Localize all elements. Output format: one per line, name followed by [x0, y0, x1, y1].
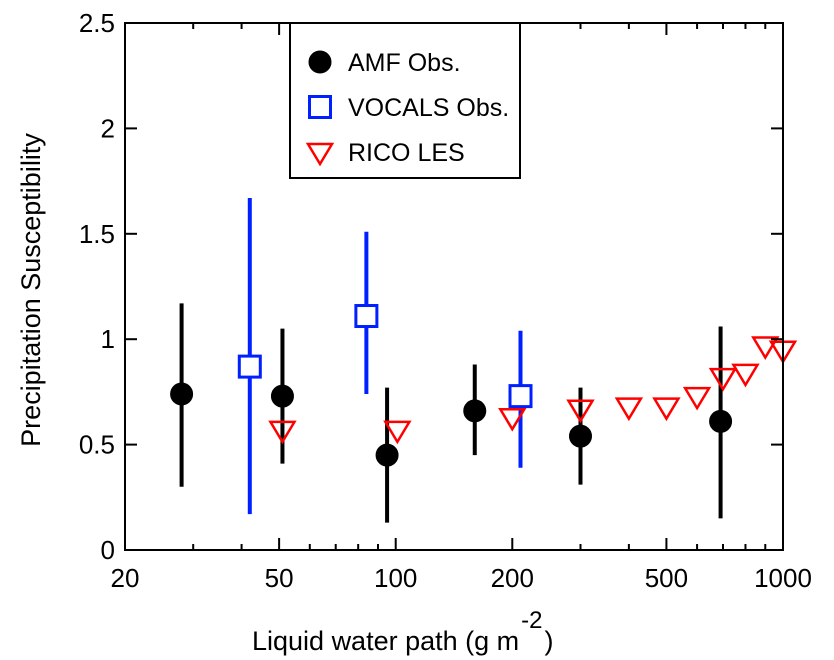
x-tick-label: 100	[374, 563, 417, 593]
x-tick-label: 1000	[754, 563, 812, 593]
series-vocals-obs	[237, 197, 533, 515]
legend-marker	[308, 95, 332, 119]
data-point	[354, 304, 379, 329]
y-tick-label: 0.5	[79, 430, 115, 460]
x-axis-label-close: )	[544, 626, 553, 656]
y-tick-label: 0	[101, 535, 115, 565]
x-axis-label-main: Liquid water path (g m	[252, 626, 519, 656]
x-axis-label: Liquid water path (g m-2)	[252, 607, 553, 656]
data-point	[708, 367, 738, 392]
data-point	[566, 399, 595, 424]
y-axis-label: Precipitation Susceptibility	[16, 133, 46, 447]
data-point	[463, 399, 487, 423]
x-tick-label: 200	[491, 563, 534, 593]
y-tick-label: 1.5	[79, 219, 115, 249]
data-point	[375, 443, 399, 467]
legend-marker	[305, 142, 335, 167]
x-axis-label-exponent: -2	[521, 607, 542, 634]
marker-background	[355, 305, 377, 327]
x-tick-label: 50	[265, 563, 294, 593]
series-amf-obs	[170, 303, 733, 523]
axis-ticks: 20 50 100 200 500 1000 0 0.5 1 1.5 2 2.5	[79, 8, 812, 593]
data-point	[682, 386, 712, 411]
data-point	[709, 409, 733, 433]
y-tick-label: 2.5	[79, 8, 115, 38]
data-point	[508, 384, 533, 409]
plot-area	[170, 197, 798, 523]
data-point	[614, 397, 644, 422]
x-tick-label: 20	[111, 563, 140, 593]
x-tick-label: 500	[645, 563, 688, 593]
data-point	[270, 384, 294, 408]
data-point	[498, 407, 527, 432]
data-point	[568, 424, 592, 448]
data-point	[170, 382, 194, 406]
legend-label: RICO LES	[348, 139, 465, 167]
data-point	[237, 354, 262, 379]
data-point	[751, 336, 780, 360]
marker-background	[239, 356, 261, 378]
y-tick-label: 1	[101, 324, 115, 354]
marker-background	[509, 385, 531, 407]
data-point	[383, 420, 412, 445]
legend: AMF Obs. VOCALS Obs. RICO LES	[289, 22, 521, 179]
data-point	[731, 363, 760, 388]
legend-marker	[308, 50, 332, 74]
legend-label: VOCALS Obs.	[348, 94, 509, 122]
data-point	[268, 420, 297, 445]
series-rico-les	[268, 336, 798, 445]
y-tick-label: 2	[101, 113, 115, 143]
data-point	[652, 397, 681, 422]
legend-label: AMF Obs.	[348, 49, 461, 77]
